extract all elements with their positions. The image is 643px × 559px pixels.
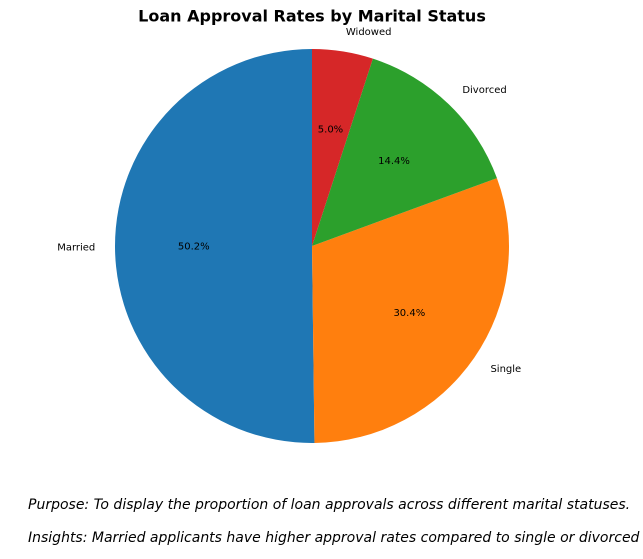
pie-slice [115, 49, 315, 443]
value-label: 14.4% [378, 156, 410, 167]
slice-label: Widowed [346, 27, 392, 38]
pie-slice [312, 58, 497, 247]
pie-slice [312, 178, 509, 443]
value-label: 50.2% [178, 242, 210, 253]
value-label: 5.0% [318, 124, 343, 135]
slice-label: Single [490, 364, 521, 375]
value-label: 30.4% [393, 308, 425, 319]
insights-note: Insights: Married applicants have higher… [28, 530, 643, 546]
slice-label: Married [57, 242, 95, 253]
slice-label: Divorced [462, 85, 506, 96]
purpose-note: Purpose: To display the proportion of lo… [28, 497, 630, 513]
pie-slice [312, 49, 373, 246]
chart-title: Loan Approval Rates by Marital Status [138, 7, 486, 26]
